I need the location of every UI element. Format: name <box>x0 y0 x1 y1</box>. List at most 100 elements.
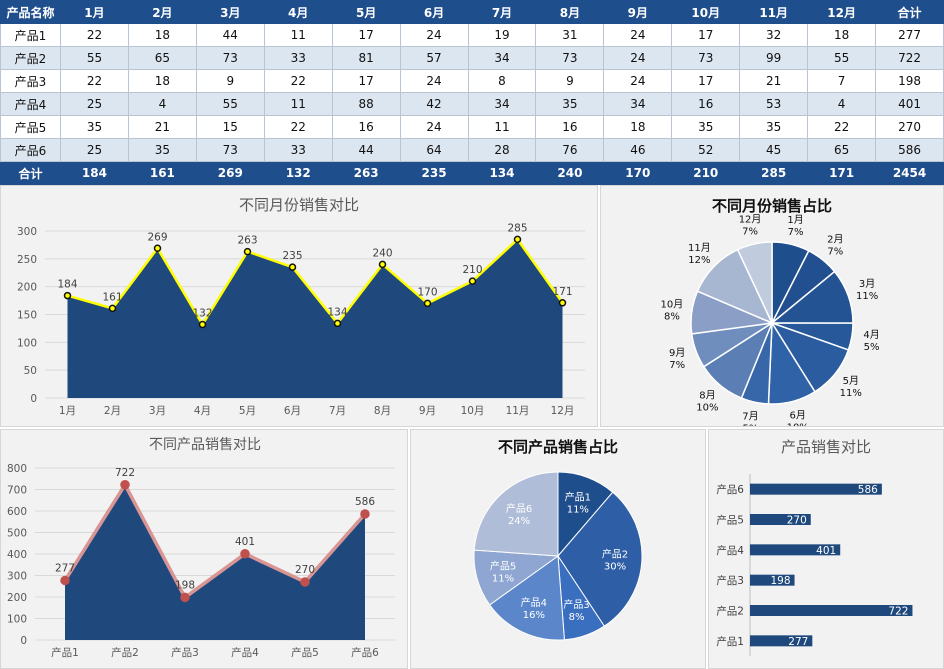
data-label: 586 <box>355 496 375 508</box>
data-label: 240 <box>372 247 392 259</box>
table-cell: 722 <box>875 46 944 70</box>
bar <box>750 605 913 616</box>
y-tick-label: 产品2 <box>716 605 744 618</box>
bar <box>750 544 841 556</box>
table-cell: 24 <box>603 69 673 93</box>
table-cell: 401 <box>875 92 944 116</box>
slice-percent: 10% <box>787 423 809 426</box>
y-tick-label: 50 <box>24 365 37 377</box>
table-total-cell: 170 <box>603 161 673 185</box>
table-cell: 15 <box>195 115 265 139</box>
table-total-cell: 240 <box>535 161 605 185</box>
data-point <box>60 575 70 586</box>
data-label: 184 <box>57 279 77 291</box>
table-row-label: 产品1 <box>0 23 61 47</box>
data-point <box>360 509 370 519</box>
table-cell: 277 <box>875 23 944 47</box>
table-cell: 73 <box>535 46 605 70</box>
y-tick-label: 100 <box>17 337 37 349</box>
slice-label: 11月 <box>688 242 711 254</box>
x-tick-label: 2月 <box>104 405 121 417</box>
table-cell: 28 <box>467 138 537 162</box>
monthly-pie-chart: 不同月份销售占比1月7%2月7%3月11%4月5%5月11%6月10%7月5%8… <box>661 197 880 426</box>
table-cell: 53 <box>739 92 809 116</box>
y-tick-label: 500 <box>7 528 27 540</box>
slice-label: 6月 <box>790 410 806 422</box>
table-cell: 34 <box>603 92 673 116</box>
table-total-cell: 269 <box>195 161 265 185</box>
bar-value-label: 401 <box>816 545 836 557</box>
table-cell: 55 <box>807 46 877 70</box>
table-header-cell: 6月 <box>399 0 469 24</box>
y-tick-label: 200 <box>7 592 27 604</box>
x-tick-label: 产品5 <box>291 646 319 659</box>
table-header-cell: 2月 <box>127 0 197 24</box>
slice-percent: 12% <box>688 255 710 266</box>
data-label: 170 <box>417 286 437 298</box>
slice-percent: 11% <box>492 574 514 585</box>
data-label: 285 <box>507 222 527 234</box>
product-bar-chart-panel: 产品销售对比 586 产品6 270 产品5 401 产品4 198 产品3 722 产品2 277 产… <box>708 429 944 669</box>
table-cell: 73 <box>195 138 265 162</box>
data-point <box>378 260 387 269</box>
pie-slice <box>557 491 643 627</box>
y-tick-label: 800 <box>7 463 27 475</box>
table-cell: 33 <box>263 138 333 162</box>
data-label: 269 <box>147 231 167 243</box>
table-cell: 45 <box>739 138 809 162</box>
data-label: 210 <box>462 264 482 276</box>
table-cell: 35 <box>535 92 605 116</box>
y-tick-label: 产品1 <box>716 635 744 648</box>
table-cell: 81 <box>331 46 401 70</box>
table-cell: 11 <box>467 115 537 139</box>
table-cell: 22 <box>60 23 129 47</box>
area-fill <box>65 484 365 640</box>
slice-percent: 10% <box>696 403 718 414</box>
table-row-label: 产品4 <box>0 92 61 116</box>
slice-percent: 7% <box>742 226 758 237</box>
bar-value-label: 586 <box>858 484 878 496</box>
slice-percent: 11% <box>840 388 862 399</box>
series-line <box>67 238 564 326</box>
monthly-area-chart: 不同月份销售对比 0 50 100 150 200 250 300 184 1月 161 2月 269 3… <box>17 196 585 417</box>
data-point <box>513 235 522 244</box>
data-label: 161 <box>102 291 122 303</box>
table-cell: 21 <box>739 69 809 93</box>
table-header-cell: 5月 <box>331 0 401 24</box>
slice-percent: 7% <box>788 227 804 238</box>
pie-slice <box>736 241 773 324</box>
table-row-label: 产品2 <box>0 46 61 70</box>
y-tick-label: 200 <box>17 282 37 294</box>
data-point <box>333 319 342 328</box>
x-tick-label: 产品2 <box>111 646 139 659</box>
table-row: 产品3 22 18 9 22 17 24 8 9 24 17 21 7 198 <box>0 69 944 93</box>
slice-label: 10月 <box>661 298 684 310</box>
slice-label: 5月 <box>843 375 859 387</box>
table-cell: 24 <box>603 23 673 47</box>
table-cell: 35 <box>671 115 741 139</box>
product-area-chart-panel: 不同产品销售对比 0 100 200 300 400 500 600 700 800 277 产品1 7… <box>0 429 408 669</box>
table-cell: 99 <box>739 46 809 70</box>
table-cell: 22 <box>807 115 877 139</box>
chart-title: 不同产品销售对比 <box>149 437 261 453</box>
table-row: 产品6 25 35 73 33 44 64 28 76 46 52 45 65 586 <box>0 138 944 162</box>
table-total-cell: 235 <box>399 161 469 185</box>
bar-value-label: 277 <box>788 636 808 648</box>
table-header-row: 产品名称 1月 2月 3月 4月 5月 6月 7月 8月 9月 10月 11月 12月 合计 <box>0 0 944 24</box>
table-total-row: 合计 184 161 269 132 263 235 134 240 170 210 285 171 24… <box>0 161 944 185</box>
table-total-cell: 161 <box>127 161 197 185</box>
y-tick-label: 产品6 <box>716 483 744 496</box>
table-cell: 11 <box>263 23 333 47</box>
table-cell: 22 <box>263 115 333 139</box>
table-cell: 9 <box>535 69 605 93</box>
y-tick-label: 150 <box>17 310 37 322</box>
table-cell: 17 <box>671 23 741 47</box>
slice-percent: 16% <box>523 610 545 621</box>
bar-value-label: 198 <box>771 575 791 587</box>
slice-label: 12月 <box>739 213 762 225</box>
bar <box>750 483 882 495</box>
x-tick-label: 1月 <box>59 405 76 417</box>
table-cell: 17 <box>331 23 401 47</box>
table-header-cell: 12月 <box>807 0 877 24</box>
table-cell: 586 <box>875 138 944 162</box>
